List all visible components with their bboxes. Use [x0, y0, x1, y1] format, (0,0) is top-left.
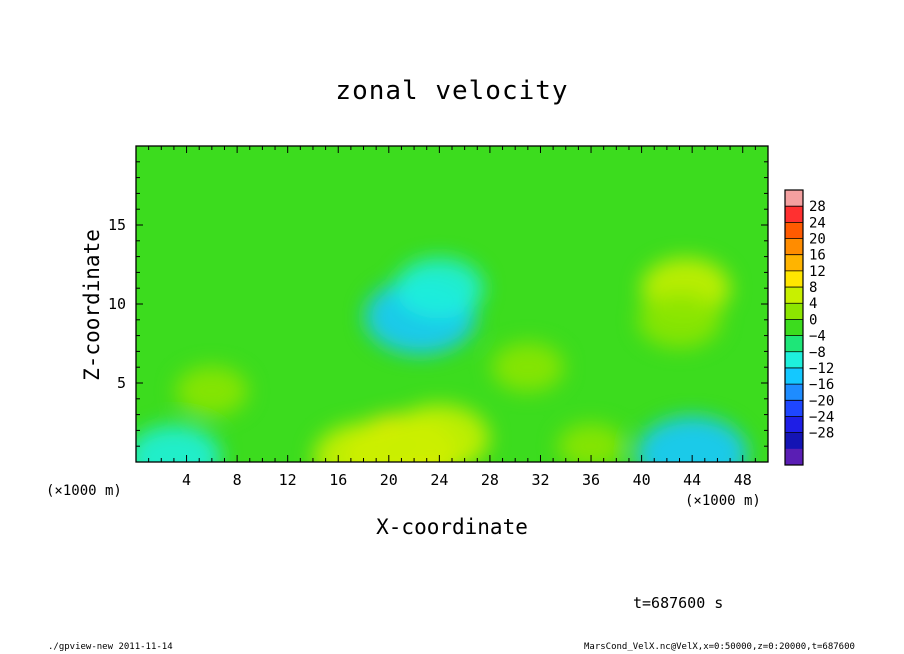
colorbar-cell-15 — [785, 432, 803, 450]
field-feature-3 — [637, 291, 722, 349]
y-axis-label: Z-coordinate — [80, 229, 104, 381]
colorbar-cell-13 — [785, 400, 803, 417]
program-footer: ./gpview-new 2011-11-14 — [48, 642, 173, 652]
colorbar-label-11: −16 — [809, 377, 834, 393]
colorbar-cell-14 — [785, 416, 803, 433]
colorbar-cell-6 — [785, 287, 803, 304]
x-tick-label-40: 40 — [633, 471, 651, 489]
x-tick-label-28: 28 — [481, 471, 499, 489]
colorbar-label-2: 20 — [809, 232, 826, 248]
colorbar-cell-12 — [785, 384, 803, 401]
colorbar-label-10: −12 — [809, 361, 834, 377]
field-feature-5 — [389, 404, 490, 462]
colorbar-label-3: 16 — [809, 248, 826, 264]
x-tick-label-16: 16 — [329, 471, 347, 489]
colorbar-cell-1 — [785, 206, 803, 223]
colorbar-label-12: −20 — [809, 393, 834, 409]
colorbar-cell-8 — [785, 319, 803, 336]
colorbar-label-7: 0 — [809, 312, 817, 328]
chart-title: zonal velocity — [335, 76, 569, 106]
colorbar-cell-10 — [785, 351, 803, 369]
x-tick-label-44: 44 — [683, 471, 701, 489]
source-footer: MarsCond_VelX.nc@VelX,x=0:50000,z=0:2000… — [584, 642, 855, 652]
x-axis-label: X-coordinate — [376, 515, 528, 539]
colorbar-cell-5 — [785, 270, 803, 288]
colorbar-label-6: 4 — [809, 296, 817, 312]
field-feature-6 — [313, 423, 414, 462]
colorbar-label-14: −28 — [809, 426, 834, 442]
x-unit-label-left: (×1000 m) — [46, 483, 122, 499]
x-tick-label-4: 4 — [182, 471, 191, 489]
colorbar-cell-2 — [785, 222, 803, 239]
y-tick-label-15: 15 — [108, 216, 126, 234]
x-tick-label-12: 12 — [279, 471, 297, 489]
field-feature-8 — [636, 416, 748, 462]
colorbar-cell-7 — [785, 303, 803, 320]
colorbar-cell-4 — [785, 254, 803, 272]
colorbar-frame — [784, 189, 804, 466]
colorbar-label-9: −8 — [809, 345, 826, 361]
field-feature-11 — [557, 423, 625, 462]
y-tick-label-10: 10 — [108, 295, 126, 313]
colorbar-label-13: −24 — [809, 409, 834, 425]
colorbar-label-4: 12 — [809, 264, 826, 280]
time-label: t=687600 s — [633, 594, 724, 612]
colorbar-label-5: 8 — [809, 280, 817, 296]
x-unit-label-right: (×1000 m) — [685, 493, 761, 509]
x-tick-label-24: 24 — [430, 471, 448, 489]
plot-area — [136, 146, 768, 462]
colorbar-label-0: 28 — [809, 199, 826, 215]
colorbar-label-8: −4 — [809, 329, 826, 345]
colorbar-cell-16 — [785, 448, 803, 466]
x-tick-label-48: 48 — [734, 471, 752, 489]
colorbar-cell-11 — [785, 367, 803, 385]
y-tick-label-5: 5 — [117, 374, 126, 392]
colorbar-label-1: 24 — [809, 215, 826, 231]
field-feature-9 — [491, 342, 564, 392]
x-tick-label-36: 36 — [582, 471, 600, 489]
field-feature-10 — [175, 366, 248, 416]
x-tick-label-8: 8 — [233, 471, 242, 489]
x-tick-label-20: 20 — [380, 471, 398, 489]
colorbar-cell-3 — [785, 238, 803, 256]
field-feature-7 — [136, 425, 222, 462]
field-feature-1 — [394, 257, 484, 319]
colorbar-cell-0 — [785, 190, 803, 207]
x-tick-label-32: 32 — [531, 471, 549, 489]
colorbar-cell-9 — [785, 335, 803, 353]
